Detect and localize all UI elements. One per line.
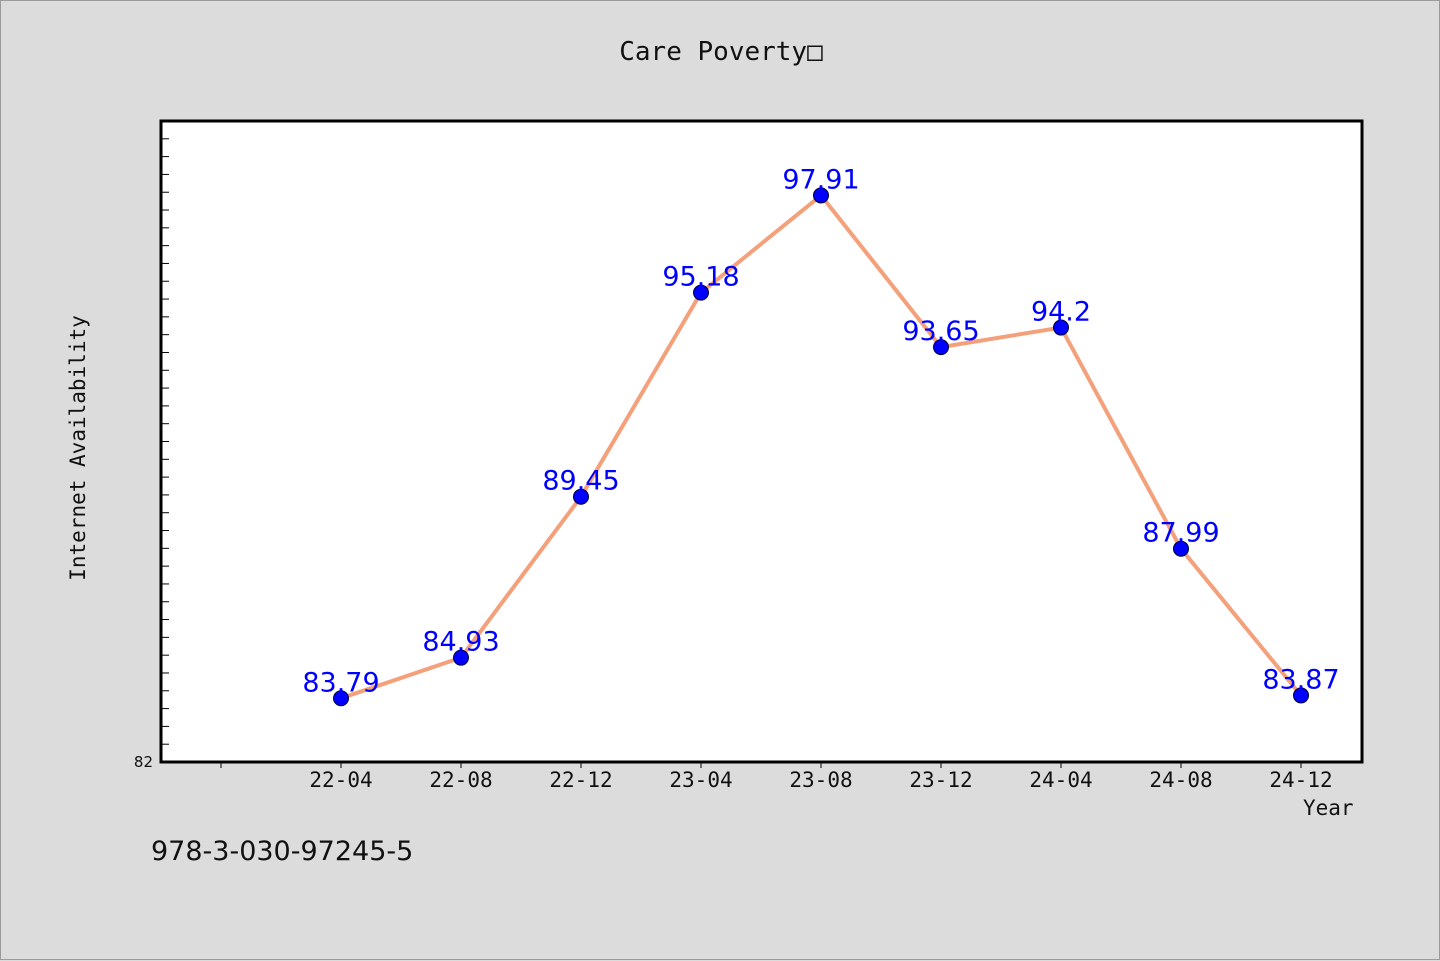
data-point bbox=[573, 488, 589, 505]
data-label: 97.91 bbox=[782, 164, 859, 195]
x-tick-label: 23-12 bbox=[909, 768, 972, 792]
data-point bbox=[813, 187, 829, 204]
x-tick-label: 23-04 bbox=[669, 768, 732, 792]
data-point bbox=[453, 649, 469, 666]
data-point bbox=[1293, 687, 1309, 704]
data-point bbox=[933, 339, 949, 356]
data-label: 83.87 bbox=[1262, 664, 1339, 695]
x-tick-label: 23-08 bbox=[789, 768, 852, 792]
plot-area bbox=[159, 119, 1364, 764]
x-tick-label: 22-04 bbox=[309, 768, 372, 792]
data-point bbox=[1053, 319, 1069, 336]
data-label: 95.18 bbox=[662, 262, 739, 293]
data-label: 83.79 bbox=[302, 667, 379, 698]
data-label: 84.93 bbox=[422, 627, 499, 658]
x-axis-label: Year bbox=[1303, 796, 1354, 820]
y-tick-label: 82 bbox=[134, 753, 153, 771]
axis-ticks: 82 22-04 22-08 22-12 23-04 23-08 23-12 24-04 24-… bbox=[134, 138, 1333, 792]
x-tick-label: 24-12 bbox=[1269, 768, 1332, 792]
data-point bbox=[693, 284, 709, 301]
x-tick-label: 22-08 bbox=[429, 768, 492, 792]
footer-isbn: 978-3-030-97245-5 bbox=[151, 836, 414, 867]
data-point bbox=[1173, 540, 1189, 557]
data-label: 93.65 bbox=[902, 316, 979, 347]
chart-title: Care Poverty□ bbox=[619, 37, 823, 67]
data-label: 94.2 bbox=[1031, 297, 1091, 328]
data-point bbox=[333, 690, 349, 707]
series-group: 83.79 84.93 89.45 95.18 97.91 93.65 94.2 87.99 8… bbox=[302, 164, 1340, 707]
data-label: 89.45 bbox=[542, 466, 619, 497]
x-tick-label: 24-08 bbox=[1149, 768, 1212, 792]
data-label: 87.99 bbox=[1142, 518, 1219, 549]
x-tick-label: 22-12 bbox=[549, 768, 612, 792]
x-tick-label: 24-04 bbox=[1029, 768, 1092, 792]
